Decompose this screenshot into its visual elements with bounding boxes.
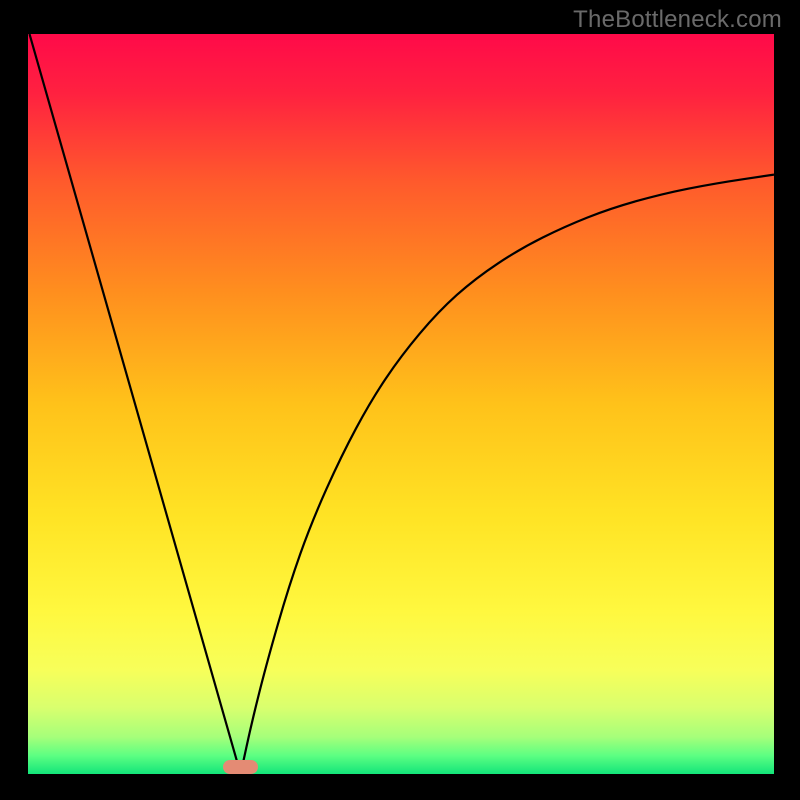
watermark-text: TheBottleneck.com bbox=[573, 6, 782, 34]
plot-area bbox=[28, 34, 774, 774]
min-marker-pill bbox=[223, 760, 257, 774]
curve-path bbox=[29, 34, 774, 774]
bottleneck-curve bbox=[28, 34, 774, 774]
